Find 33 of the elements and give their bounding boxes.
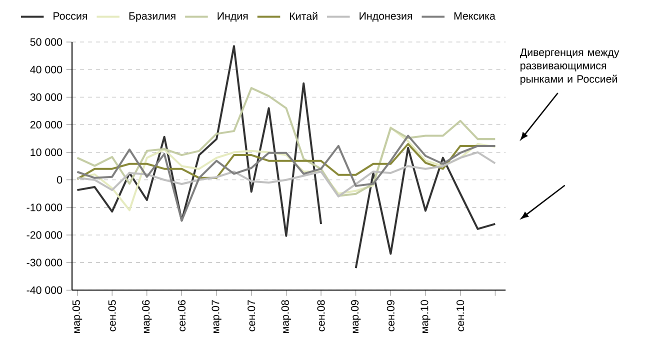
x-tick-label: мар.09	[351, 300, 361, 333]
text: Дивергенция между развивающимися рынками и Россией	[520, 48, 620, 85]
legend-label: Россия	[54, 12, 87, 20]
x-tick-label: мар.08	[281, 300, 292, 333]
y-tick-label: -20 000	[26, 231, 62, 239]
line-series	[76, 86, 496, 197]
x-tick-label: сен.06	[178, 300, 186, 332]
y-tick-label: -30 000	[26, 258, 62, 266]
y-tick-label: 50 000	[30, 38, 62, 46]
x-tick-label: мар.06	[142, 300, 152, 333]
y-tick-label: 20 000	[30, 120, 62, 128]
x-tick-label: мар.05	[72, 300, 82, 333]
x-tick-label: сен.08	[317, 300, 325, 332]
line-series	[76, 126, 496, 212]
x-tick-label: мар.07	[212, 300, 222, 333]
x-tick-label: сен.09	[386, 300, 394, 332]
x-tick-label: сен.07	[248, 300, 256, 332]
y-tick-label: -40 000	[26, 286, 62, 294]
y-tick-label: 30 000	[30, 93, 62, 101]
line-series	[76, 151, 496, 198]
y-tick-label: -10 000	[26, 204, 62, 212]
y-tick-label: 0	[57, 176, 62, 184]
legend-label: Индонезия	[360, 12, 412, 22]
x-tick-label: сен.05	[108, 300, 116, 332]
line-series	[76, 134, 496, 222]
x-tick-label: мар.10	[420, 300, 430, 333]
legend-label: Бразилия	[129, 12, 176, 22]
x-tick-label: сен.10	[456, 300, 464, 332]
y-tick-label: 40 000	[30, 66, 62, 74]
legend-label: Индия	[218, 12, 248, 22]
y-tick-label: 10 000	[30, 148, 62, 156]
legend-label: Мексика	[454, 12, 496, 20]
legend-label: Китай	[290, 12, 318, 20]
